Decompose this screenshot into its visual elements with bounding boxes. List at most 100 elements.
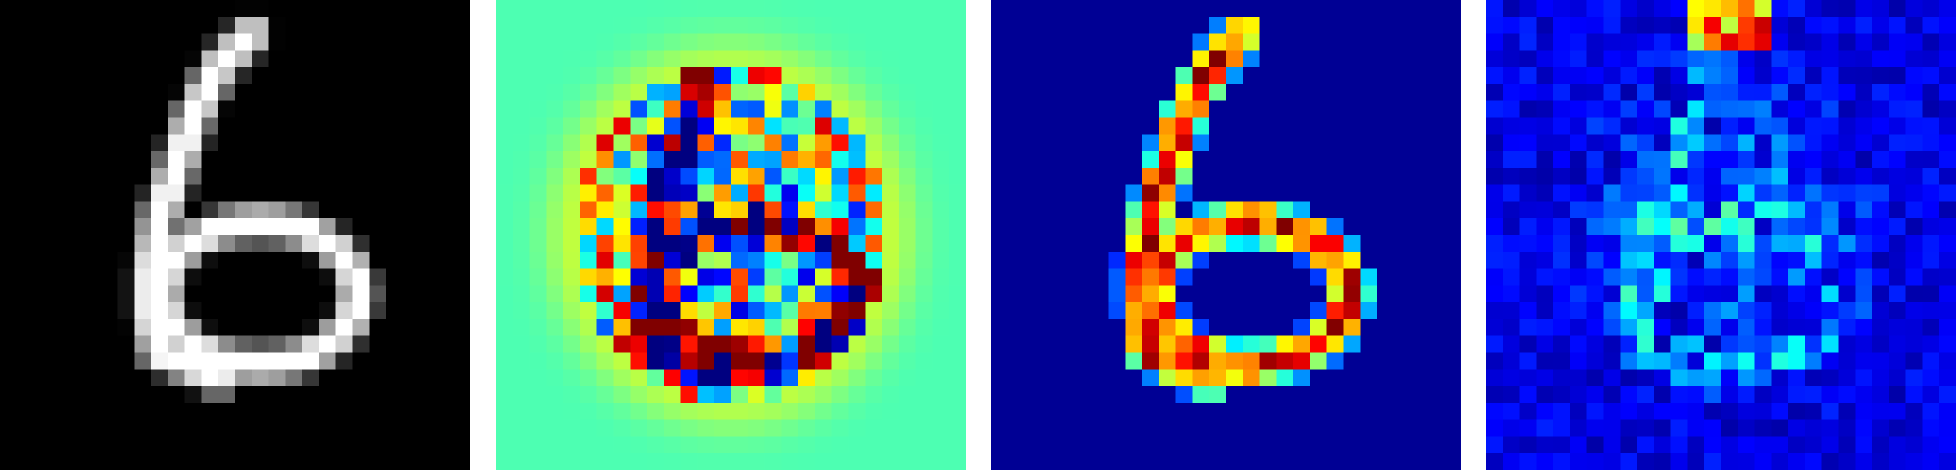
attribution-map-panel bbox=[496, 0, 966, 470]
pixel bbox=[352, 386, 370, 404]
pixel bbox=[1360, 268, 1378, 286]
pixel bbox=[529, 67, 547, 85]
pixel bbox=[1209, 419, 1227, 437]
pixel bbox=[285, 235, 303, 253]
pixel bbox=[596, 117, 614, 135]
pixel bbox=[1309, 268, 1328, 286]
pixel bbox=[1041, 100, 1059, 118]
pixel bbox=[647, 0, 665, 18]
pixel bbox=[1192, 67, 1210, 85]
pixel bbox=[714, 235, 732, 253]
pixel bbox=[1922, 83, 1940, 102]
pixel bbox=[865, 268, 883, 286]
pixel bbox=[865, 117, 883, 135]
pixel bbox=[831, 100, 849, 118]
pixel bbox=[1519, 50, 1537, 68]
pixel bbox=[848, 369, 866, 387]
pixel bbox=[184, 134, 202, 152]
pixel bbox=[882, 50, 900, 68]
pixel bbox=[932, 352, 950, 370]
pixel bbox=[16, 218, 34, 236]
pixel bbox=[512, 402, 530, 420]
pixel bbox=[1888, 251, 1906, 269]
pixel bbox=[1888, 134, 1906, 152]
pixel bbox=[1259, 302, 1277, 320]
pixel bbox=[235, 0, 253, 18]
pixel bbox=[764, 302, 782, 320]
pixel bbox=[1905, 134, 1923, 152]
pixel bbox=[1888, 302, 1906, 320]
pixel bbox=[151, 335, 169, 353]
pixel bbox=[1091, 386, 1109, 404]
pixel bbox=[1553, 436, 1571, 454]
pixel bbox=[764, 151, 782, 169]
pixel bbox=[932, 218, 950, 236]
pixel bbox=[563, 167, 581, 185]
pixel bbox=[1670, 167, 1688, 185]
pixel bbox=[1922, 386, 1940, 404]
pixel bbox=[563, 419, 581, 437]
pixel bbox=[1788, 184, 1806, 202]
pixel bbox=[1192, 352, 1210, 370]
pixel bbox=[1209, 117, 1227, 135]
pixel bbox=[546, 436, 564, 454]
pixel bbox=[781, 386, 799, 404]
pixel bbox=[1687, 402, 1705, 420]
pixel bbox=[1377, 50, 1395, 68]
pixel bbox=[235, 151, 253, 169]
pixel bbox=[764, 352, 782, 370]
pixel bbox=[1259, 419, 1277, 437]
pixel bbox=[1377, 285, 1395, 303]
pixel bbox=[184, 83, 202, 102]
pixel bbox=[848, 117, 866, 135]
pixel bbox=[714, 83, 732, 102]
pixel bbox=[882, 0, 900, 18]
pixel bbox=[453, 436, 470, 454]
pixel bbox=[1293, 201, 1311, 219]
pixel bbox=[496, 285, 514, 303]
pixel bbox=[402, 318, 420, 337]
pixel bbox=[714, 184, 732, 202]
pixel bbox=[1192, 369, 1210, 387]
pixel bbox=[1276, 235, 1294, 253]
pixel bbox=[1074, 453, 1093, 470]
pixel bbox=[1377, 33, 1395, 51]
pixel bbox=[647, 167, 665, 185]
pixel bbox=[1721, 117, 1739, 135]
pixel bbox=[402, 201, 420, 219]
pixel bbox=[33, 83, 51, 102]
pixel bbox=[512, 352, 530, 370]
pixel bbox=[932, 369, 950, 387]
pixel bbox=[1687, 369, 1705, 387]
pixel bbox=[386, 67, 404, 85]
pixel bbox=[831, 50, 849, 68]
pixel bbox=[1091, 83, 1109, 102]
pixel bbox=[453, 16, 470, 34]
pixel bbox=[335, 16, 353, 34]
pixel bbox=[1293, 151, 1311, 169]
pixel bbox=[1343, 335, 1361, 353]
pixel bbox=[1158, 352, 1176, 370]
pixel bbox=[285, 16, 303, 34]
pixel bbox=[16, 100, 34, 118]
pixel bbox=[302, 201, 320, 219]
pixel bbox=[932, 302, 950, 320]
pixel bbox=[1687, 33, 1705, 51]
pixel bbox=[0, 184, 18, 202]
pixel bbox=[1536, 201, 1554, 219]
pixel bbox=[402, 285, 420, 303]
pixel bbox=[1074, 100, 1093, 118]
pixel bbox=[1704, 352, 1722, 370]
pixel bbox=[1872, 33, 1890, 51]
pixel bbox=[831, 218, 849, 236]
pixel bbox=[848, 184, 866, 202]
pixel bbox=[1872, 335, 1890, 353]
pixel bbox=[1058, 218, 1076, 236]
pixel bbox=[1603, 436, 1621, 454]
pixel bbox=[647, 83, 665, 102]
pixel bbox=[1603, 419, 1621, 437]
pixel bbox=[1687, 302, 1705, 320]
pixel bbox=[1007, 268, 1025, 286]
pixel bbox=[814, 318, 833, 337]
pixel bbox=[1024, 402, 1042, 420]
